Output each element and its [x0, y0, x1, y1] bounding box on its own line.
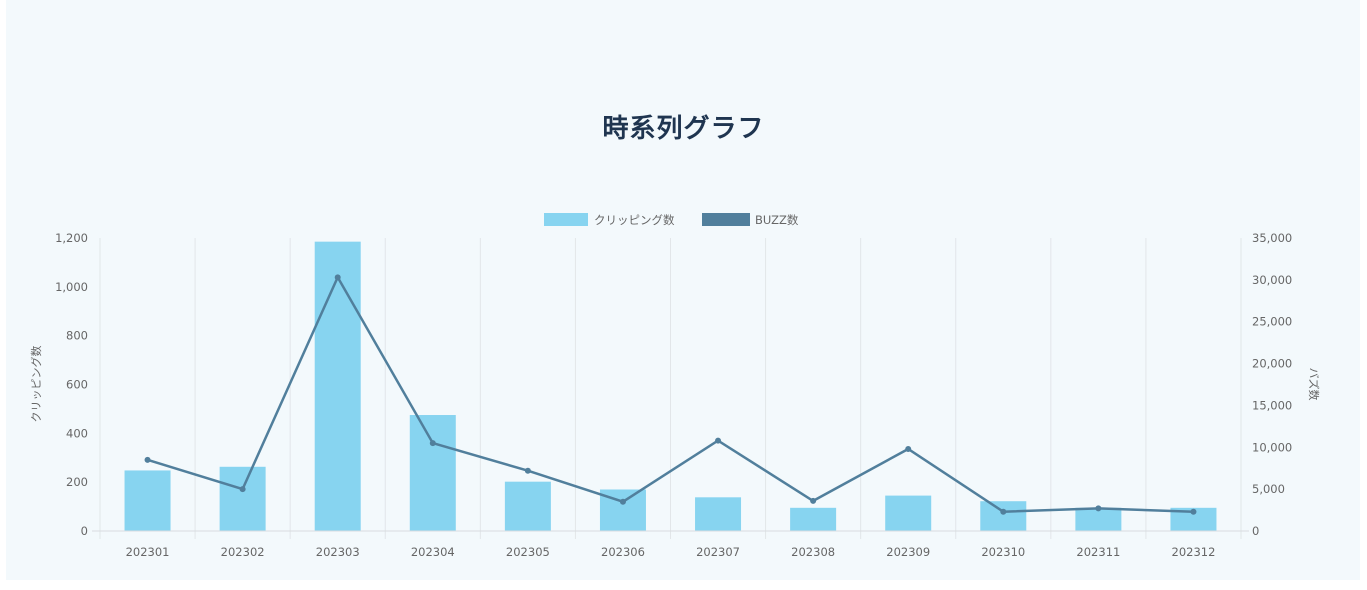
point-buzz-202306[interactable] — [619, 498, 626, 505]
bar-clipping-202304[interactable] — [409, 415, 456, 531]
y-right-tick-label: 5,000 — [1252, 482, 1285, 496]
y-left-tick-label: 0 — [81, 524, 88, 538]
bar-clipping-202312[interactable] — [1170, 507, 1217, 531]
y-left-tick-label: 1,000 — [55, 280, 88, 294]
x-tick-label: 202301 — [126, 545, 170, 559]
point-buzz-202312[interactable] — [1190, 508, 1197, 515]
chart-title: 時系列グラフ — [602, 114, 765, 144]
legend-label-buzz: BUZZ数 — [755, 213, 799, 227]
bar-clipping-202311[interactable] — [1075, 507, 1122, 531]
x-tick-label: 202305 — [506, 545, 550, 559]
point-buzz-202310[interactable] — [1000, 508, 1007, 515]
point-buzz-202301[interactable] — [144, 456, 151, 463]
x-tick-label: 202311 — [1076, 545, 1120, 559]
x-tick-label: 202304 — [411, 545, 455, 559]
bar-clipping-202308[interactable] — [790, 507, 837, 531]
y-right-axis-title: バズ数 — [1307, 368, 1321, 401]
bar-clipping-202301[interactable] — [124, 470, 171, 531]
y-left-tick-label: 800 — [66, 329, 88, 343]
bar-clipping-202303[interactable] — [314, 241, 361, 531]
x-tick-label: 202309 — [886, 545, 930, 559]
point-buzz-202305[interactable] — [524, 467, 531, 474]
x-tick-label: 202308 — [791, 545, 835, 559]
point-buzz-202304[interactable] — [429, 440, 436, 447]
x-tick-label: 202306 — [601, 545, 645, 559]
y-right-tick-label: 0 — [1252, 524, 1259, 538]
point-buzz-202307[interactable] — [715, 437, 722, 444]
y-left-tick-label: 600 — [66, 378, 88, 392]
x-tick-label: 202302 — [221, 545, 265, 559]
x-tick-label: 202307 — [696, 545, 740, 559]
point-buzz-202309[interactable] — [905, 445, 912, 452]
y-right-tick-label: 25,000 — [1252, 315, 1292, 329]
axis-layer: 202301 202302 202303 202304 202305 202306 2023… — [55, 231, 1292, 559]
bar-clipping-202305[interactable] — [504, 481, 551, 531]
legend-label-clipping: クリッピング数 — [594, 213, 675, 227]
bar-clipping-202309[interactable] — [885, 495, 932, 531]
y-left-tick-label: 400 — [66, 426, 88, 440]
y-right-tick-label: 30,000 — [1252, 273, 1292, 287]
point-buzz-202303[interactable] — [334, 274, 341, 281]
legend: クリッピング数 BUZZ数 — [544, 213, 799, 227]
point-buzz-202302[interactable] — [239, 486, 246, 493]
bar-clipping-202307[interactable] — [695, 497, 742, 531]
x-tick-label: 202310 — [981, 545, 1025, 559]
bar-clipping-202302[interactable] — [219, 466, 266, 531]
y-left-axis-title: クリッピング数 — [29, 346, 43, 423]
y-right-tick-label: 35,000 — [1252, 231, 1292, 245]
bar-clipping-202310[interactable] — [980, 501, 1027, 531]
legend-swatch-clipping[interactable] — [544, 213, 588, 226]
line-layer — [144, 274, 1197, 515]
line-buzz — [147, 274, 1194, 513]
grid-layer — [99, 238, 1242, 539]
y-right-tick-label: 15,000 — [1252, 398, 1292, 412]
x-tick-label: 202312 — [1172, 545, 1216, 559]
legend-swatch-buzz[interactable] — [702, 213, 750, 226]
point-buzz-202308[interactable] — [810, 497, 817, 504]
bar-layer — [124, 241, 1217, 531]
y-right-tick-label: 20,000 — [1252, 357, 1292, 371]
point-buzz-202311[interactable] — [1095, 505, 1102, 512]
x-tick-label: 202303 — [316, 545, 360, 559]
y-right-tick-label: 10,000 — [1252, 440, 1292, 454]
y-left-tick-label: 200 — [66, 475, 88, 489]
y-left-tick-label: 1,200 — [55, 231, 88, 245]
